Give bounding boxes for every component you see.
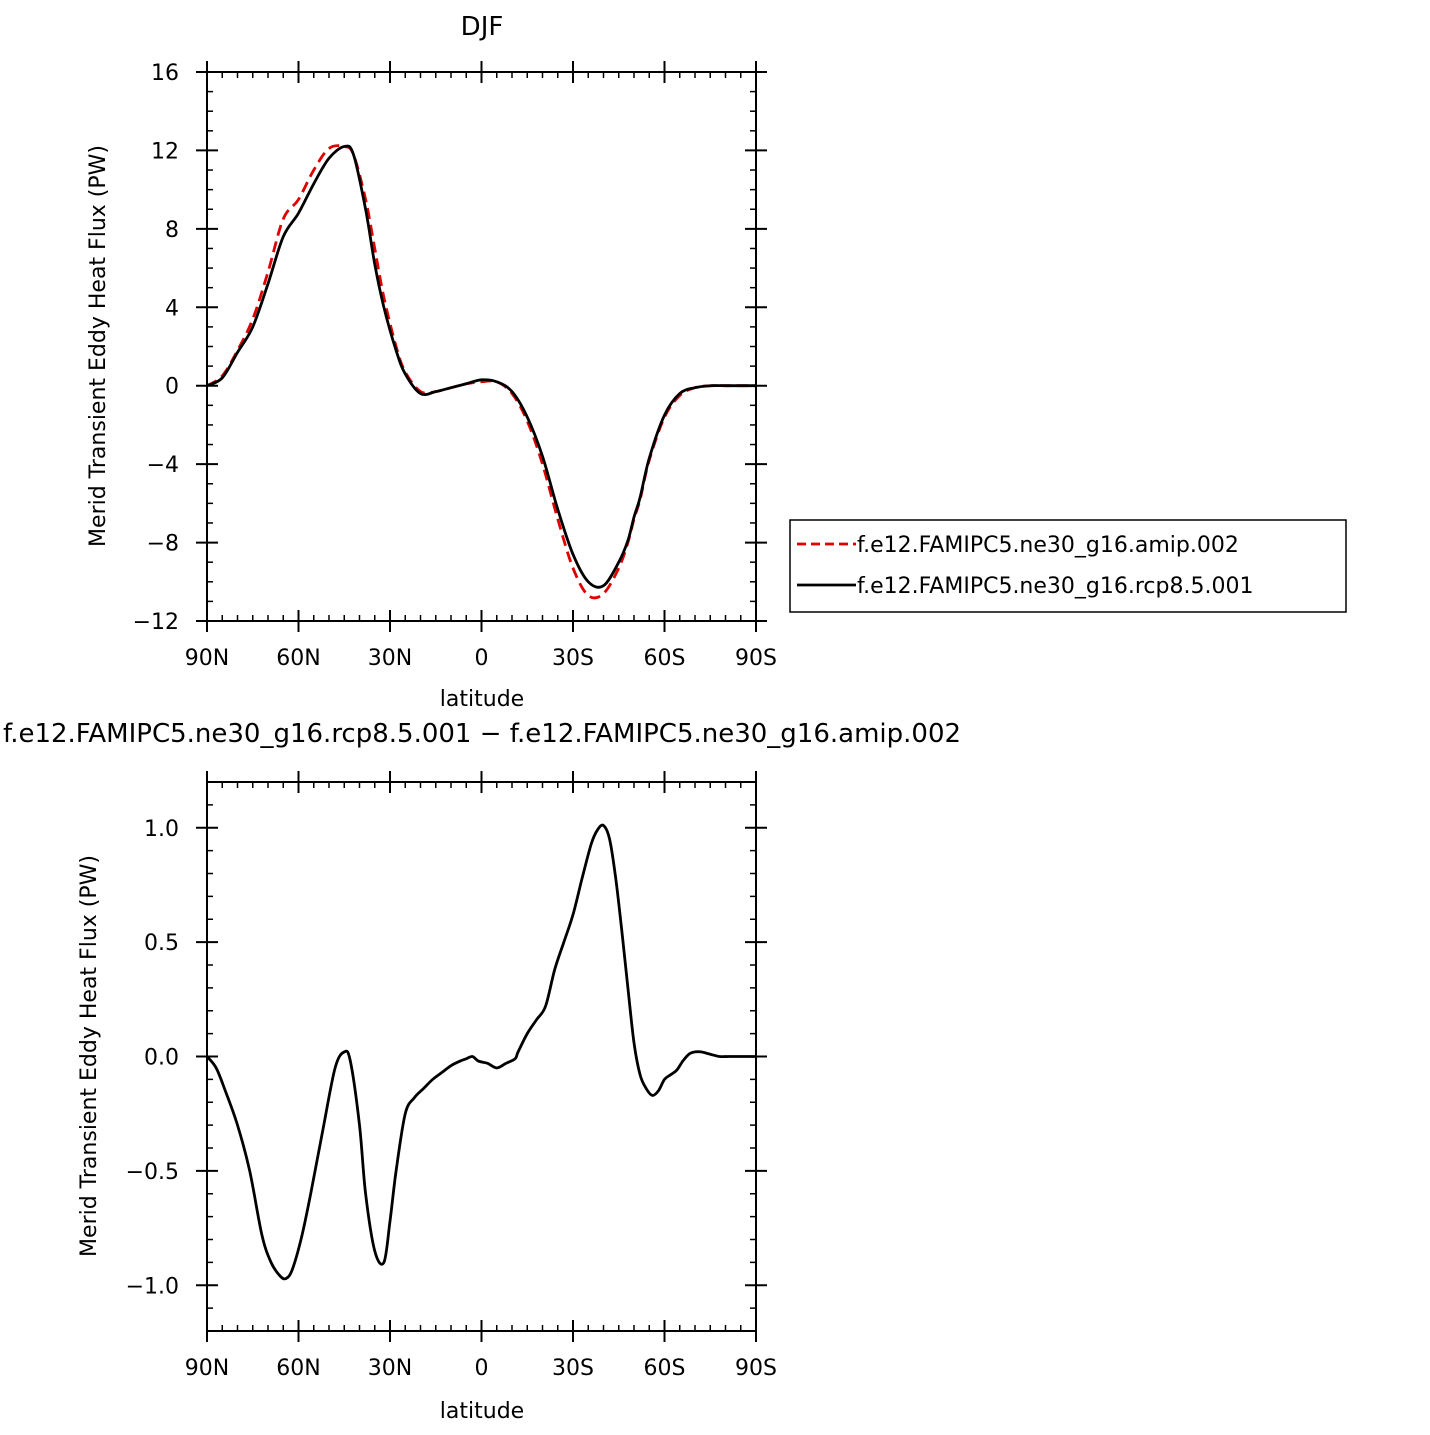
y-tick-label: 0.5 [144,931,179,956]
legend-label-rcp: f.e12.FAMIPC5.ne30_g16.rcp8.5.001 [857,574,1253,599]
y-tick-label: 0.0 [144,1046,179,1071]
legend: f.e12.FAMIPC5.ne30_g16.amip.002 f.e12.FA… [789,519,1347,613]
bottom-x-axis-title: latitude [440,1399,524,1424]
x-tick-label: 30S [552,1356,594,1381]
y-tick-label: −12 [133,610,179,635]
x-tick-label: 0 [475,1356,489,1381]
bottom-ticks [196,771,767,1342]
x-tick-label: 60N [276,646,320,671]
x-tick-label: 60N [276,1356,320,1381]
series-line-difference [205,823,756,1281]
bottom-plot-frame [206,781,757,1332]
y-tick-label: 1.0 [144,817,179,842]
y-tick-label: 16 [151,61,179,86]
x-tick-label: 90N [185,1356,229,1381]
x-tick-label: 90S [735,646,777,671]
x-tick-label: 90S [735,1356,777,1381]
y-tick-label: −0.5 [126,1160,179,1185]
top-series-lines [206,144,756,600]
series-line-rcp [206,144,756,589]
panel-top: DJF 16 12 8 4 0 −4 −8 −12 90N 60N 30N 0 30S 60S 90S l… [86,12,1347,712]
bottom-series-lines [205,823,756,1281]
legend-label-amip: f.e12.FAMIPC5.ne30_g16.amip.002 [857,533,1239,558]
bottom-x-tick-labels: 90N 60N 30N 0 30S 60S 90S [185,1356,777,1381]
y-tick-label: 8 [165,218,179,243]
y-tick-label: −1.0 [126,1274,179,1299]
top-x-axis-title: latitude [440,687,524,712]
top-ticks [196,61,767,632]
panel-bottom: f.e12.FAMIPC5.ne30_g16.rcp8.5.001 − f.e1… [3,719,961,1424]
y-tick-label: 0 [165,375,179,400]
top-y-tick-labels: 16 12 8 4 0 −4 −8 −12 [133,61,179,635]
y-tick-label: −8 [147,532,179,557]
bottom-chart-title: f.e12.FAMIPC5.ne30_g16.rcp8.5.001 − f.e1… [3,719,961,749]
x-tick-label: 60S [644,1356,686,1381]
top-y-axis-title: Merid Transient Eddy Heat Flux (PW) [86,145,111,547]
y-tick-label: −4 [147,453,179,478]
top-chart-title: DJF [461,12,504,42]
top-plot-frame [206,71,757,622]
top-x-tick-labels: 90N 60N 30N 0 30S 60S 90S [185,646,777,671]
y-tick-label: 4 [165,296,179,321]
x-tick-label: 0 [475,646,489,671]
x-tick-label: 30S [552,646,594,671]
x-tick-label: 60S [644,646,686,671]
bottom-y-tick-labels: 1.0 0.5 0.0 −0.5 −1.0 [126,817,179,1300]
x-tick-label: 30N [368,1356,412,1381]
y-tick-label: 12 [151,139,179,164]
series-line-amip [206,144,756,600]
legend-box [789,519,1347,613]
bottom-y-axis-title: Merid Transient Eddy Heat Flux (PW) [77,855,102,1257]
x-tick-label: 30N [368,646,412,671]
x-tick-label: 90N [185,646,229,671]
